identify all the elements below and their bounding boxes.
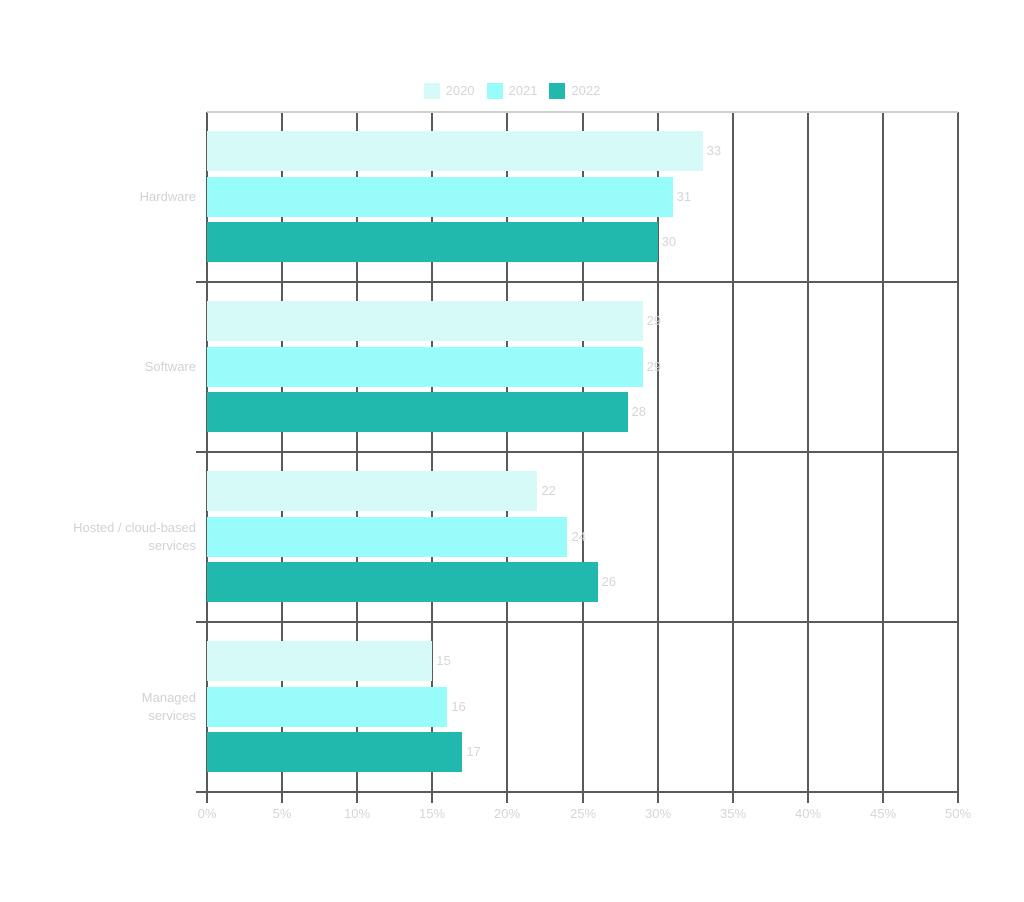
bar-value-label: 26 bbox=[601, 574, 616, 589]
category-label-software: Software bbox=[144, 359, 196, 374]
vertical-gridline bbox=[957, 112, 959, 803]
vertical-gridline bbox=[582, 112, 584, 803]
vertical-gridline bbox=[431, 112, 433, 803]
category-label-managed: Managed services bbox=[141, 690, 196, 723]
x-tick-label: 20% bbox=[493, 806, 521, 821]
x-tick-label: 10% bbox=[343, 806, 371, 821]
category-label-hardware: Hardware bbox=[139, 189, 196, 204]
x-tick-label: 5% bbox=[272, 806, 292, 821]
chart-legend: 2020 2021 2022 bbox=[0, 82, 1024, 100]
x-tick-label: 15% bbox=[418, 806, 446, 821]
bar-value-label: 17 bbox=[466, 744, 481, 759]
vertical-gridline bbox=[206, 112, 208, 803]
x-axis-line bbox=[196, 791, 958, 793]
horizontal-gridline bbox=[196, 451, 958, 453]
bar-2021[interactable] bbox=[207, 177, 673, 217]
bar-value-label: 30 bbox=[661, 234, 677, 249]
vertical-gridline bbox=[657, 112, 659, 803]
bar-value-label: 31 bbox=[676, 189, 692, 204]
x-tick-label: 35% bbox=[719, 806, 747, 821]
horizontal-gridline bbox=[207, 111, 958, 113]
horizontal-gridline bbox=[196, 281, 958, 283]
x-tick-label: 45% bbox=[869, 806, 897, 821]
legend-label: 2021 bbox=[508, 83, 538, 98]
bar-2020[interactable] bbox=[207, 471, 538, 511]
bar-2022[interactable] bbox=[207, 392, 628, 432]
bar-2022[interactable] bbox=[207, 562, 598, 602]
bar-2020[interactable] bbox=[207, 641, 433, 681]
bar-value-label: 33 bbox=[706, 143, 722, 158]
bar-value-label: 29 bbox=[646, 359, 662, 374]
legend-swatch-2020 bbox=[423, 83, 440, 99]
horizontal-gridline bbox=[196, 621, 958, 623]
x-tick-label: 30% bbox=[644, 806, 672, 821]
bar-value-label: 29 bbox=[646, 313, 662, 328]
bar-value-label: 16 bbox=[451, 699, 466, 714]
bar-2021[interactable] bbox=[207, 517, 568, 557]
bar-value-label: 24 bbox=[571, 529, 586, 544]
bar-value-label: 28 bbox=[631, 404, 647, 419]
vertical-gridline bbox=[356, 112, 358, 803]
bar-2020[interactable] bbox=[207, 131, 703, 171]
vertical-gridline bbox=[281, 112, 283, 803]
vertical-gridline bbox=[506, 112, 508, 803]
vertical-gridline bbox=[882, 112, 884, 803]
bar-2022[interactable] bbox=[207, 732, 463, 772]
legend-swatch-2021 bbox=[486, 83, 503, 99]
vertical-gridline bbox=[732, 112, 734, 803]
bar-2020[interactable] bbox=[207, 301, 643, 341]
legend-item-2021[interactable]: 2021 bbox=[486, 82, 538, 100]
x-tick-label: 25% bbox=[569, 806, 597, 821]
x-tick-label: 40% bbox=[794, 806, 822, 821]
bar-value-label: 22 bbox=[541, 483, 556, 498]
legend-swatch-2022 bbox=[549, 83, 566, 99]
category-label-hosted-cloud: Hosted / cloud-based services bbox=[73, 520, 196, 553]
bar-2022[interactable] bbox=[207, 222, 658, 262]
bar-2021[interactable] bbox=[207, 347, 643, 387]
legend-label: 2020 bbox=[445, 83, 475, 98]
vertical-gridline bbox=[807, 112, 809, 803]
x-tick-label: 50% bbox=[944, 806, 972, 821]
x-tick-label: 0% bbox=[197, 806, 217, 821]
legend-item-2020[interactable]: 2020 bbox=[423, 82, 475, 100]
legend-item-2022[interactable]: 2022 bbox=[549, 82, 600, 100]
bar-2021[interactable] bbox=[207, 687, 448, 727]
bar-value-label: 15 bbox=[436, 653, 451, 668]
legend-label: 2022 bbox=[571, 83, 601, 98]
